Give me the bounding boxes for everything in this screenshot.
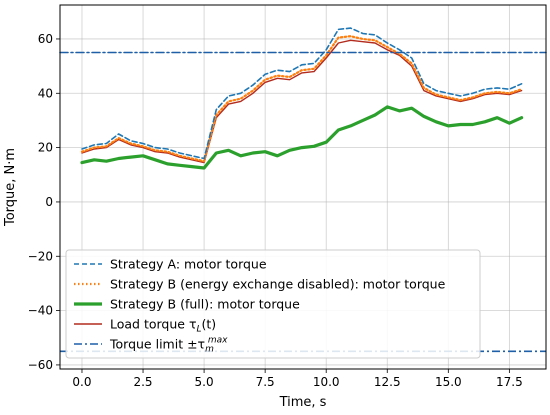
- series-line: [81, 27, 523, 160]
- x-tick-label: 17.5: [496, 375, 523, 389]
- y-tick-label: 0: [45, 195, 53, 209]
- legend-entry-label: Torque limit ±τmmax: [109, 336, 228, 355]
- plot-frame: [59, 4, 547, 370]
- x-tick-label: 7.5: [256, 375, 275, 389]
- x-axis-ticks: 0.0 2.5 5.0 7.5 10.0 12.5 15.0 17.5: [72, 369, 523, 389]
- x-tick-label: 2.5: [133, 375, 152, 389]
- legend-entry-label: Load torque τL(t): [110, 317, 216, 335]
- legend-entry-label: Strategy B (energy exchange disabled): m…: [110, 277, 446, 292]
- series-line: [80, 35, 523, 163]
- y-tick-label: 60: [38, 32, 53, 46]
- x-tick-label: 5.0: [195, 375, 214, 389]
- y-tick-label: −20: [28, 249, 53, 263]
- legend-entry-label: Strategy A: motor torque: [110, 257, 267, 272]
- x-tick-label: 10.0: [313, 375, 340, 389]
- legend-box: [65, 249, 481, 359]
- legend: Strategy A: motor torque Strategy B (ener…: [65, 249, 481, 359]
- y-axis-ticks: −60 −40 −20 0 20 40 60: [28, 32, 60, 372]
- series-line: [81, 39, 523, 164]
- x-tick-label: 12.5: [374, 375, 401, 389]
- y-tick-label: −40: [28, 304, 53, 318]
- legend-entry-label: Strategy B (full): motor torque: [110, 297, 300, 312]
- y-axis-label: Torque, N·m: [3, 148, 18, 227]
- x-axis-label: Time, s: [279, 395, 327, 410]
- y-tick-label: 40: [38, 86, 53, 100]
- x-tick-label: 15.0: [435, 375, 462, 389]
- y-tick-label: −60: [28, 358, 53, 372]
- x-tick-label: 0.0: [72, 375, 91, 389]
- series-line: [80, 105, 524, 170]
- y-tick-label: 20: [38, 141, 53, 155]
